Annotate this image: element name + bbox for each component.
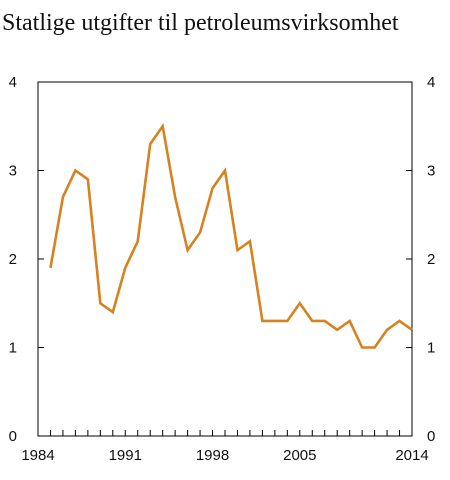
- y-tick-label-right: 2: [427, 251, 435, 268]
- y-tick-label-left: 0: [9, 428, 17, 445]
- y-tick-label-right: 4: [427, 74, 435, 91]
- y-tick-label-right: 0: [427, 428, 435, 445]
- x-tick-label: 2014: [395, 447, 428, 464]
- y-tick-label-left: 1: [9, 340, 17, 357]
- x-tick-label: 1991: [109, 447, 142, 464]
- y-tick-label-right: 3: [427, 163, 435, 180]
- plot-frame: [37, 81, 413, 437]
- y-tick-label-left: 2: [9, 251, 17, 268]
- x-tick-label: 1984: [21, 447, 54, 464]
- x-tick-label: 1998: [196, 447, 229, 464]
- y-tick-label-right: 1: [427, 340, 435, 357]
- series-line-0: [49, 122, 413, 349]
- chart-title: Statlige utgifter til petroleumsvirksomh…: [2, 10, 399, 36]
- x-tick-label: 2005: [283, 447, 316, 464]
- y-tick-label-left: 3: [9, 163, 17, 180]
- y-tick-label-left: 4: [9, 74, 17, 91]
